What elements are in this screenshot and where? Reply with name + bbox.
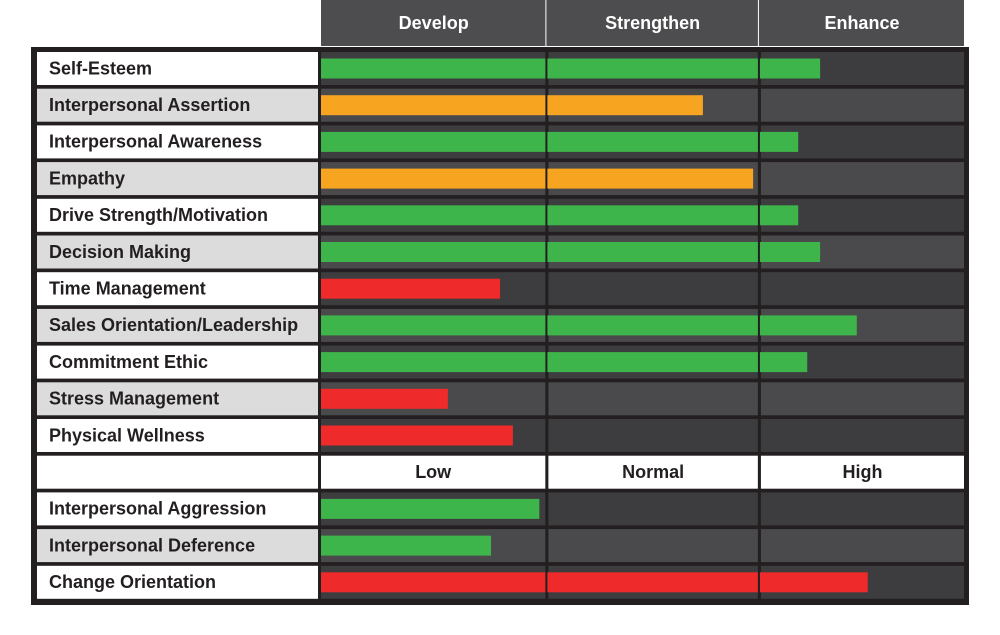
bar bbox=[321, 388, 448, 409]
track-cell bbox=[760, 162, 964, 196]
bar bbox=[321, 278, 501, 299]
track-cell bbox=[760, 88, 964, 122]
track-cell bbox=[760, 272, 964, 306]
track-cell bbox=[548, 419, 758, 452]
category-label: Self-Esteem bbox=[49, 58, 152, 78]
category-label: Physical Wellness bbox=[49, 425, 205, 445]
category-label: Stress Management bbox=[49, 389, 219, 409]
zone-header bbox=[758, 0, 964, 46]
bar bbox=[321, 315, 857, 336]
category-label: Drive Strength/Motivation bbox=[49, 205, 268, 225]
track-cell bbox=[760, 419, 964, 452]
bar bbox=[321, 572, 868, 593]
zone-label: Normal bbox=[622, 462, 684, 482]
category-label: Interpersonal Aggression bbox=[49, 499, 266, 519]
zone-label: Enhance bbox=[824, 13, 899, 33]
zone-label: Develop bbox=[399, 13, 469, 33]
zone-label: High bbox=[842, 462, 882, 482]
track-cell bbox=[548, 529, 758, 563]
bar bbox=[321, 95, 703, 116]
category-label: Sales Orientation/Leadership bbox=[49, 315, 298, 335]
bar bbox=[321, 535, 492, 556]
bar bbox=[321, 425, 513, 446]
label-cell bbox=[37, 235, 318, 269]
label-cell bbox=[37, 565, 318, 599]
bar bbox=[321, 131, 799, 152]
track-cell bbox=[760, 382, 964, 416]
label-cell bbox=[37, 492, 318, 526]
zone-header bbox=[321, 0, 546, 46]
category-label: Commitment Ethic bbox=[49, 352, 208, 372]
label-cell bbox=[37, 272, 318, 306]
zone-header bbox=[546, 0, 758, 46]
bar bbox=[321, 168, 754, 189]
zone-header bbox=[760, 455, 964, 489]
zone-label: Low bbox=[415, 462, 452, 482]
bar bbox=[321, 58, 821, 79]
label-cell bbox=[37, 345, 318, 379]
category-label: Empathy bbox=[49, 168, 125, 188]
category-label: Interpersonal Assertion bbox=[49, 95, 250, 115]
bar bbox=[321, 205, 799, 226]
label-cell bbox=[37, 529, 318, 563]
label-cell bbox=[37, 162, 318, 196]
category-label: Time Management bbox=[49, 278, 206, 298]
label-cell bbox=[37, 125, 318, 159]
track-cell bbox=[548, 382, 758, 416]
category-label: Interpersonal Awareness bbox=[49, 132, 262, 152]
category-label: Decision Making bbox=[49, 242, 191, 262]
label-cell bbox=[37, 455, 318, 489]
zone-header bbox=[548, 455, 758, 489]
label-cell bbox=[37, 308, 318, 342]
track-cell bbox=[760, 492, 964, 526]
zone-header bbox=[321, 455, 546, 489]
category-label: Interpersonal Deference bbox=[49, 535, 255, 555]
label-cell bbox=[37, 198, 318, 232]
bar bbox=[321, 352, 808, 373]
track-cell bbox=[548, 272, 758, 306]
bar bbox=[321, 498, 540, 519]
track-cell bbox=[548, 492, 758, 526]
category-label: Change Orientation bbox=[49, 572, 216, 592]
label-cell bbox=[37, 88, 318, 122]
label-cell bbox=[37, 52, 318, 85]
zone-label: Strengthen bbox=[605, 13, 700, 33]
bar bbox=[321, 242, 821, 262]
label-cell bbox=[37, 419, 318, 452]
track-cell bbox=[760, 529, 964, 563]
label-cell bbox=[37, 382, 318, 416]
